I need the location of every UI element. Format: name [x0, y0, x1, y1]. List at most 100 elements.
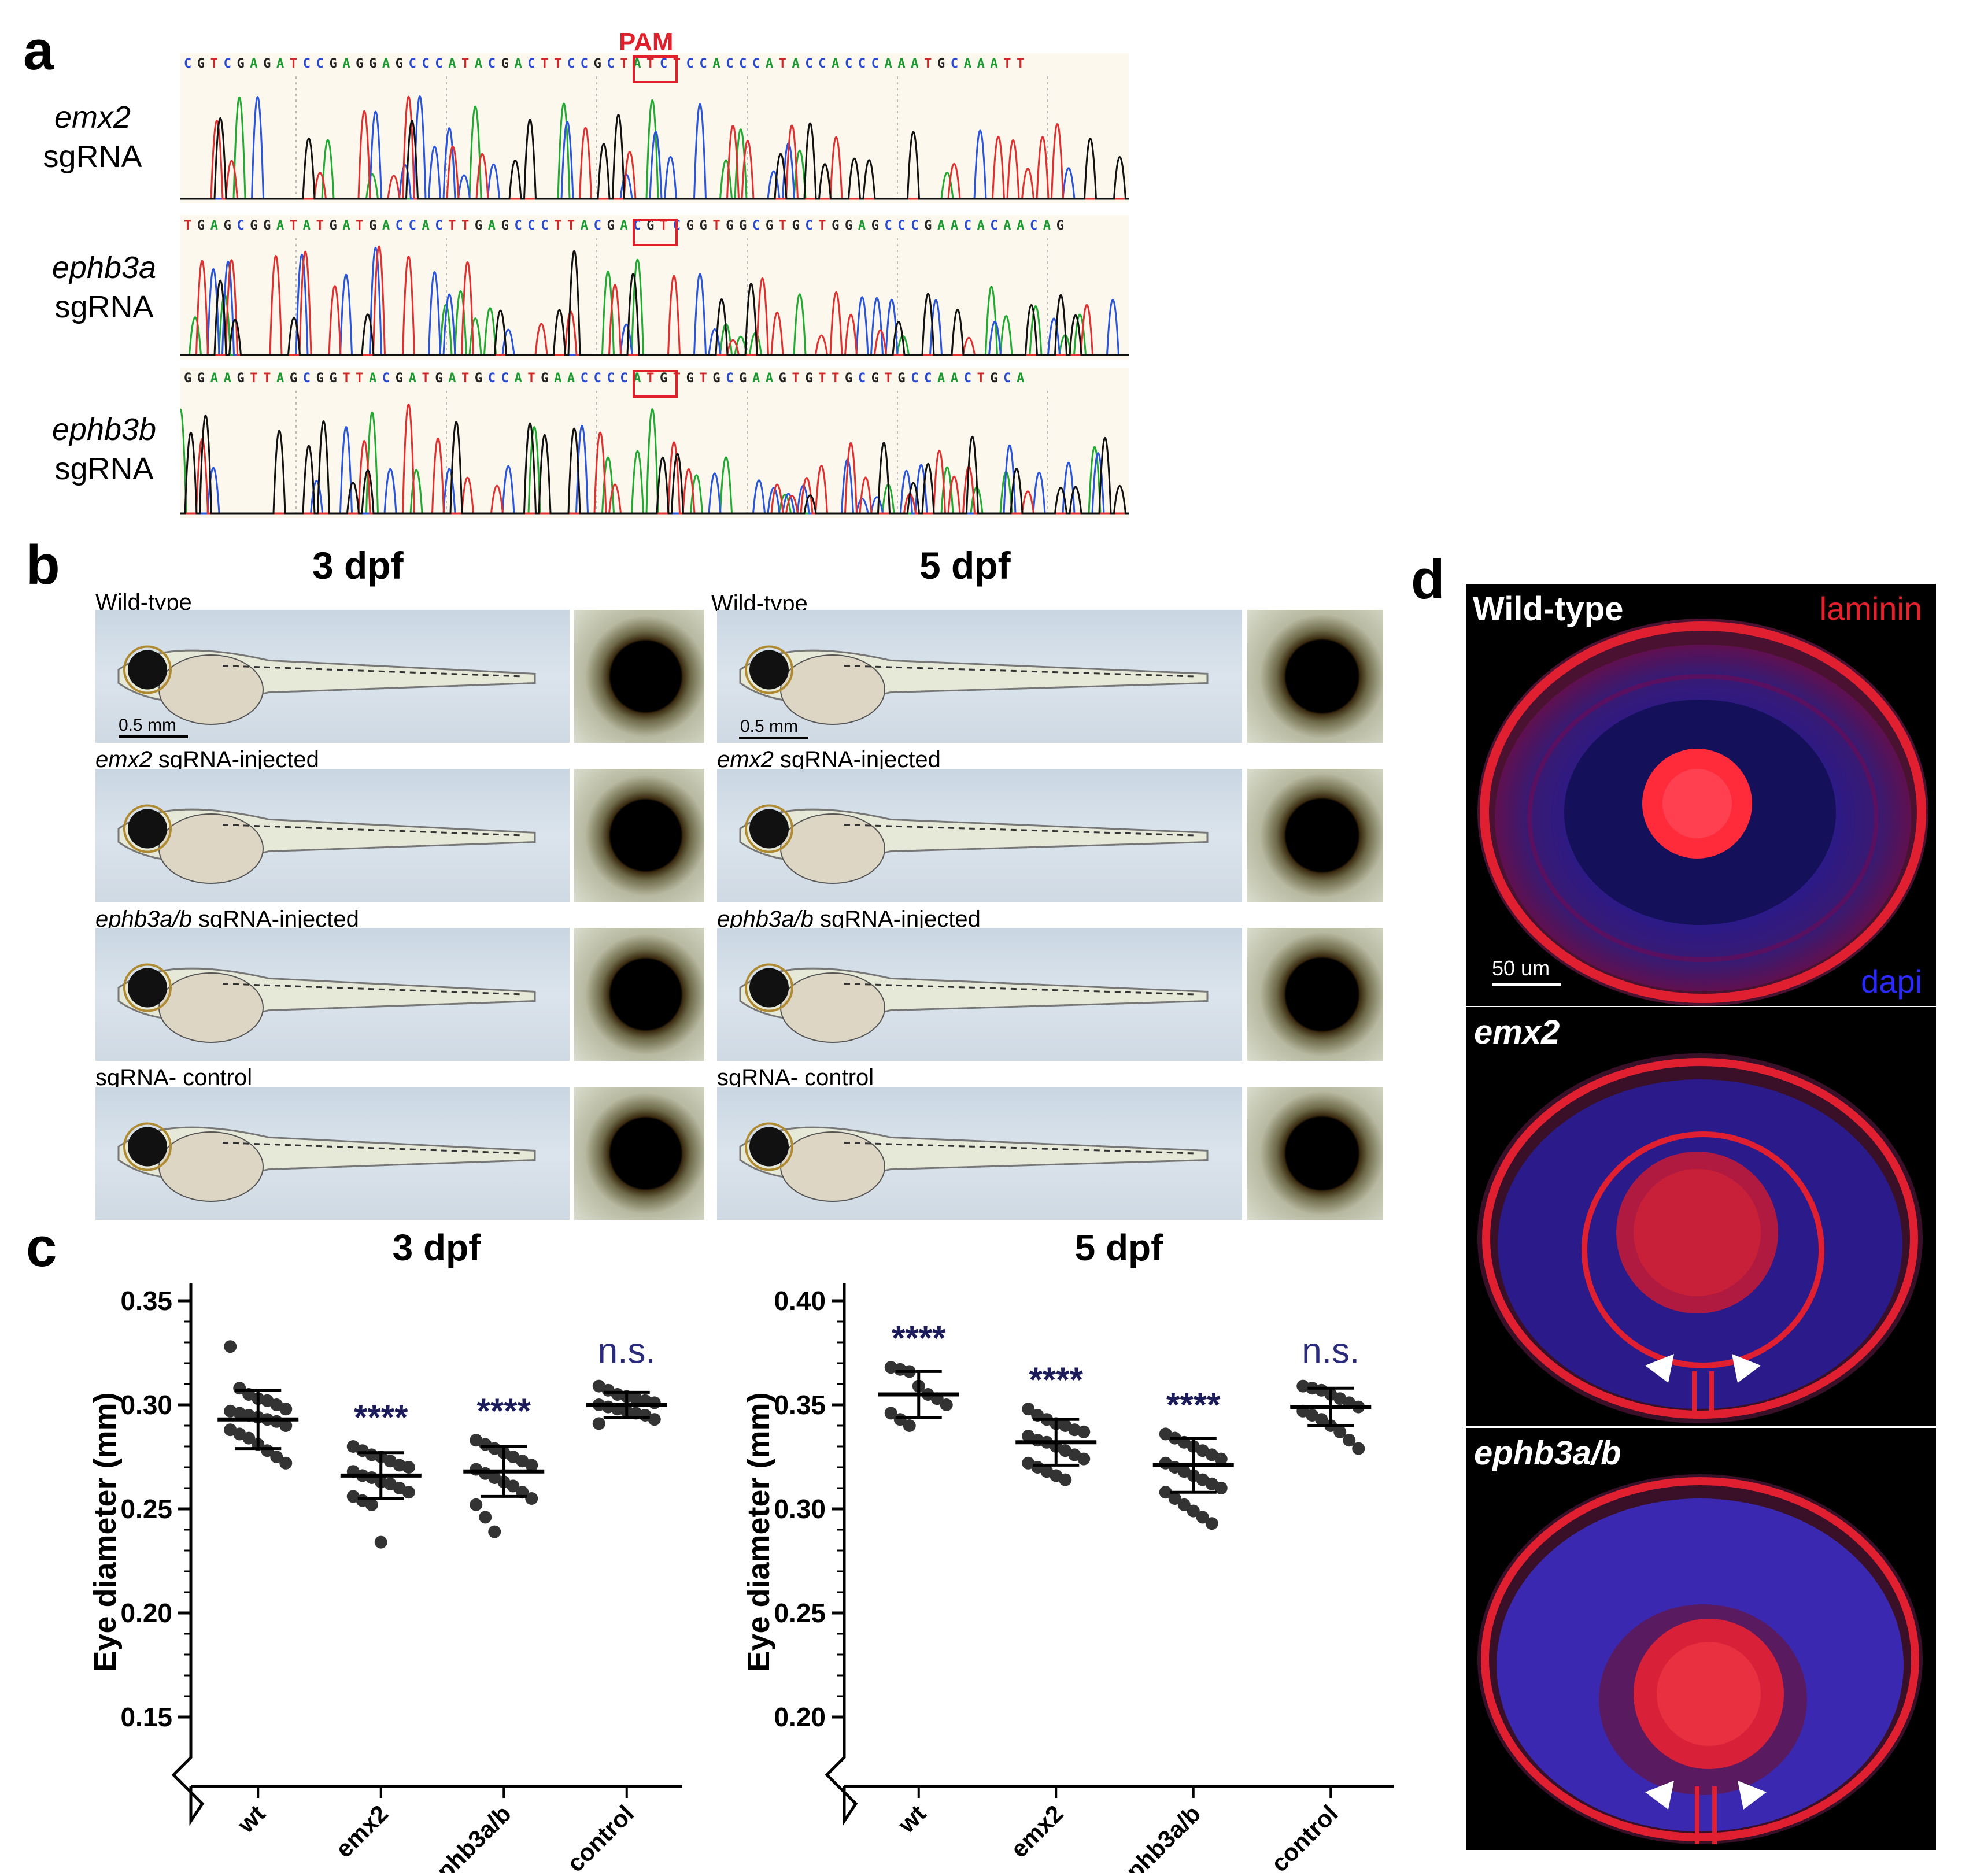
- laminin-outer-ring: [1482, 1058, 1918, 1419]
- fish-photo-3dpf-row1: [95, 769, 570, 902]
- data-point: [1159, 1486, 1172, 1499]
- gene-name: ephb3b: [51, 412, 157, 447]
- pam-box-ephb3b: [633, 370, 678, 398]
- trace-A: [180, 408, 1129, 515]
- gene-name: ephb3a: [51, 250, 157, 285]
- y-tick-label: 0.35: [120, 1286, 172, 1316]
- fish-drawing: [117, 1122, 536, 1202]
- laminin-outer-ring: [1481, 1477, 1919, 1841]
- fissure: [1695, 1786, 1717, 1844]
- fish-label-ephb-5dpf: ephb3a/b sgRNA-injected: [717, 906, 981, 933]
- significance-label: ****: [354, 1398, 408, 1437]
- eye-section-emx2: [1477, 1053, 1923, 1423]
- sgrna-text: sgRNA: [54, 451, 154, 486]
- data-point: [402, 1486, 415, 1499]
- chromatogram-ephb3a: TGAGCGGATATGATGACCACTTGAGCCCTTACGACGTCGG…: [180, 215, 1129, 360]
- fish-label-emx2-3dpf: emx2 sgRNA-injected: [95, 747, 319, 773]
- data-point: [884, 1407, 897, 1420]
- gene-name: emx2: [95, 747, 152, 772]
- fish-eye: [749, 809, 789, 849]
- fish-label-control-3dpf: sgRNA- control: [95, 1065, 253, 1090]
- scale-bar-50um: [1492, 983, 1561, 986]
- laminin-outer-ring: [1480, 621, 1926, 1003]
- data-point: [1205, 1517, 1218, 1530]
- x-tick-label: - control: [1255, 1800, 1343, 1873]
- fish-pigment: [222, 1142, 524, 1155]
- gene-name: emx2: [717, 747, 774, 772]
- fish-eye-iris: [745, 963, 793, 1012]
- fish-eye-iris: [123, 963, 172, 1012]
- lens-core: [1662, 769, 1732, 838]
- eye-section-wt: [1477, 619, 1928, 1006]
- y-tick-label: 0.40: [774, 1286, 826, 1316]
- x-tick-label: wt: [892, 1800, 931, 1838]
- data-point: [507, 1479, 520, 1493]
- sgrna-text: sgRNA: [43, 139, 142, 174]
- significance-label: ****: [1029, 1360, 1084, 1399]
- scale-bar-5dpf: [739, 737, 808, 739]
- chart-3dpf: 3 dpf Eye diameter (mm) 0.15 0.20 0.25 0.30 0.…: [88, 1227, 682, 1873]
- label-suffix: sgRNA-injected: [773, 747, 941, 772]
- arrowhead-left: [1645, 1354, 1674, 1383]
- chart-title: 3 dpf: [393, 1227, 482, 1268]
- panel-letter-b: b: [26, 534, 60, 596]
- inner-layer-ring: [1527, 674, 1879, 962]
- trace-G: [180, 250, 1129, 356]
- trace-G: [180, 113, 1129, 200]
- trace-C: [180, 247, 1129, 356]
- significance-label: n.s.: [1302, 1331, 1359, 1371]
- data-point: [279, 1456, 293, 1470]
- data-point: [242, 1431, 256, 1445]
- scale-text-5dpf: 0.5 mm: [740, 717, 799, 736]
- data-point: [1059, 1473, 1072, 1486]
- eye-section-ephb3ab: [1477, 1474, 1923, 1844]
- fish-eye: [749, 968, 789, 1008]
- label-suffix: sgRNA-injected: [813, 906, 981, 932]
- sequence-text: TGAGCGGATATGATGACCACTTGAGCCCTTACGACGTCGG…: [184, 219, 1070, 233]
- fish-pigment: [844, 1142, 1196, 1155]
- significance-label: n.s.: [598, 1331, 656, 1371]
- y-tick-label: 0.25: [120, 1494, 172, 1524]
- fish-photo-5dpf-row0: [717, 610, 1242, 743]
- sequence-text: CGTCGAGATCCGAGGAGCCCATACGACTTCCGCTATCTCC…: [184, 57, 1030, 71]
- significance-label: ****: [477, 1392, 531, 1430]
- data-point: [279, 1403, 293, 1416]
- data-point: [270, 1451, 283, 1463]
- micro-ephb3ab: ephb3a/b: [1466, 1428, 1936, 1850]
- fish-eye: [128, 650, 167, 690]
- panel-letter-d: d: [1411, 549, 1445, 610]
- trace-svg: [180, 76, 1129, 200]
- significance-label: ****: [1166, 1385, 1221, 1424]
- chromatogram-emx2: CGTCGAGATCCGAGGAGCCCATACGACTTCCGCTATCTCC…: [180, 53, 1129, 203]
- fish-drawing: [739, 804, 1209, 884]
- trace-T: [180, 95, 1129, 200]
- data-point: [648, 1396, 661, 1409]
- data-point: [1315, 1413, 1328, 1426]
- significance-label: ****: [892, 1319, 946, 1357]
- data-point: [279, 1419, 293, 1432]
- scale-bar-3dpf: [119, 735, 188, 738]
- trace-T: [180, 404, 1129, 515]
- fish-yolk: [158, 972, 264, 1043]
- pam-label: PAM: [619, 28, 674, 56]
- fish-eye-iris: [745, 1122, 793, 1171]
- label-wildtype: Wild-type: [1473, 590, 1624, 628]
- trace-T: [180, 245, 1129, 356]
- fish-drawing: [739, 645, 1209, 725]
- data-point: [592, 1417, 605, 1430]
- sgrna-text: sgRNA: [54, 289, 154, 324]
- fish-pigment: [222, 665, 524, 678]
- y-tick-label: 0.30: [774, 1494, 826, 1524]
- fish-eye-iris: [123, 1122, 172, 1171]
- fish-label-emx2-5dpf: emx2 sgRNA-injected: [717, 747, 941, 773]
- arrowhead-left: [1645, 1781, 1674, 1810]
- label-suffix: sgRNA-injected: [152, 747, 319, 772]
- data-point: [224, 1340, 237, 1353]
- data-point: [903, 1419, 916, 1432]
- lens-core: [1634, 1169, 1761, 1296]
- data-point: [1333, 1425, 1347, 1438]
- data-point: [479, 1511, 492, 1524]
- eye-closeup-5dpf-row1: [1247, 769, 1383, 902]
- y-tick-label: 0.15: [120, 1702, 172, 1732]
- arrowhead-right: [1732, 1354, 1761, 1383]
